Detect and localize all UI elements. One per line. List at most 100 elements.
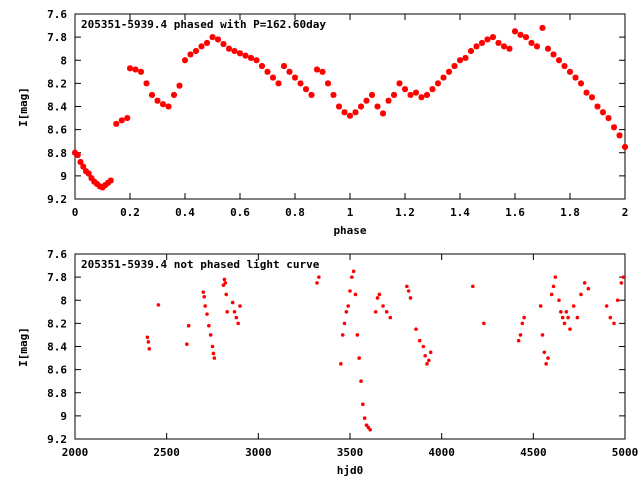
data-point	[355, 333, 360, 337]
x-tick-label: 0.8	[285, 206, 305, 219]
data-point	[551, 284, 556, 289]
data-point	[545, 45, 551, 52]
data-point	[264, 68, 271, 75]
data-point	[292, 74, 298, 81]
unphased-plot-points	[145, 269, 625, 432]
phased-plot-panel: 0 0.2 0.4 0.6 0.8 1 1.2 1.4 1.6 1.8 2 7.6 7.8 8 8.2 8.4…	[17, 8, 628, 237]
data-point	[540, 333, 545, 337]
data-point	[202, 294, 207, 299]
data-point	[457, 57, 463, 64]
data-point	[303, 86, 309, 93]
data-point	[564, 310, 569, 314]
data-point	[297, 80, 304, 87]
data-point	[160, 101, 166, 108]
data-point	[471, 284, 475, 289]
data-point	[402, 86, 408, 93]
data-point	[611, 124, 617, 131]
data-point	[132, 66, 139, 73]
data-point	[579, 292, 583, 297]
data-point	[468, 48, 474, 54]
x-tick-label: 2	[622, 206, 629, 219]
data-point	[286, 68, 293, 75]
data-point	[391, 91, 397, 98]
data-point	[516, 338, 521, 343]
data-point	[212, 356, 217, 360]
data-point	[440, 74, 447, 81]
data-point	[619, 281, 624, 285]
data-point	[223, 281, 228, 285]
data-point	[542, 350, 547, 355]
data-point	[381, 304, 385, 308]
y-tick-label: 8	[60, 54, 67, 67]
data-point	[242, 52, 249, 59]
phased-plot-title: 205351-5939.4 phased with P=162.60day	[81, 18, 326, 31]
x-tick-label: 1.4	[450, 206, 470, 219]
data-point	[572, 74, 579, 81]
data-point	[594, 103, 601, 110]
data-point	[352, 109, 359, 116]
data-point	[451, 63, 458, 70]
data-point	[222, 277, 227, 282]
data-point	[145, 335, 150, 340]
data-point	[621, 275, 625, 279]
data-point	[512, 28, 518, 35]
data-point	[417, 338, 422, 343]
data-point	[220, 41, 227, 48]
data-point	[374, 103, 381, 110]
data-point	[407, 91, 414, 98]
data-point	[377, 292, 382, 297]
data-point	[373, 310, 378, 314]
y-tick-label: 9.2	[47, 193, 67, 206]
phased-plot-ylabel: I[mag]	[17, 87, 30, 127]
data-point	[232, 310, 237, 314]
x-tick-label: 0.2	[120, 206, 140, 219]
data-point	[215, 36, 221, 43]
data-point	[113, 120, 120, 127]
data-point	[342, 321, 347, 326]
data-point	[369, 91, 375, 98]
data-point	[506, 45, 513, 52]
data-point	[421, 344, 426, 349]
data-point	[314, 66, 320, 73]
y-tick-label: 8.8	[47, 387, 67, 400]
y-tick-label: 7.6	[47, 8, 67, 21]
data-point	[567, 68, 573, 75]
data-point	[490, 34, 496, 41]
x-tick-label: 3500	[337, 446, 364, 459]
data-point	[586, 286, 591, 291]
phased-plot-frame	[74, 13, 626, 200]
data-point	[446, 68, 452, 75]
data-point	[479, 39, 485, 46]
data-point	[462, 54, 469, 61]
data-point	[143, 80, 150, 87]
data-point	[224, 292, 229, 297]
data-point	[396, 80, 403, 87]
data-point	[517, 31, 524, 38]
x-tick-label: 1.8	[560, 206, 580, 219]
x-tick-label: 5000	[612, 446, 639, 459]
data-point	[211, 351, 216, 356]
data-point	[604, 304, 609, 308]
data-point	[556, 57, 562, 64]
data-point	[154, 97, 161, 104]
data-point	[107, 177, 114, 184]
data-point	[339, 362, 343, 366]
data-point	[429, 86, 436, 93]
data-point	[253, 57, 260, 64]
data-point	[561, 63, 568, 70]
x-tick-label: 3000	[245, 446, 272, 459]
data-point	[193, 48, 199, 54]
data-point	[358, 103, 364, 110]
data-point	[238, 304, 242, 308]
data-point	[501, 43, 507, 50]
data-point	[351, 269, 356, 274]
data-point	[522, 315, 526, 320]
data-point	[176, 82, 183, 89]
data-point	[384, 310, 389, 314]
data-point	[340, 333, 345, 337]
data-point	[549, 292, 554, 297]
data-point	[210, 344, 215, 349]
data-point	[186, 323, 191, 328]
data-point	[608, 315, 613, 320]
data-point	[473, 43, 480, 50]
